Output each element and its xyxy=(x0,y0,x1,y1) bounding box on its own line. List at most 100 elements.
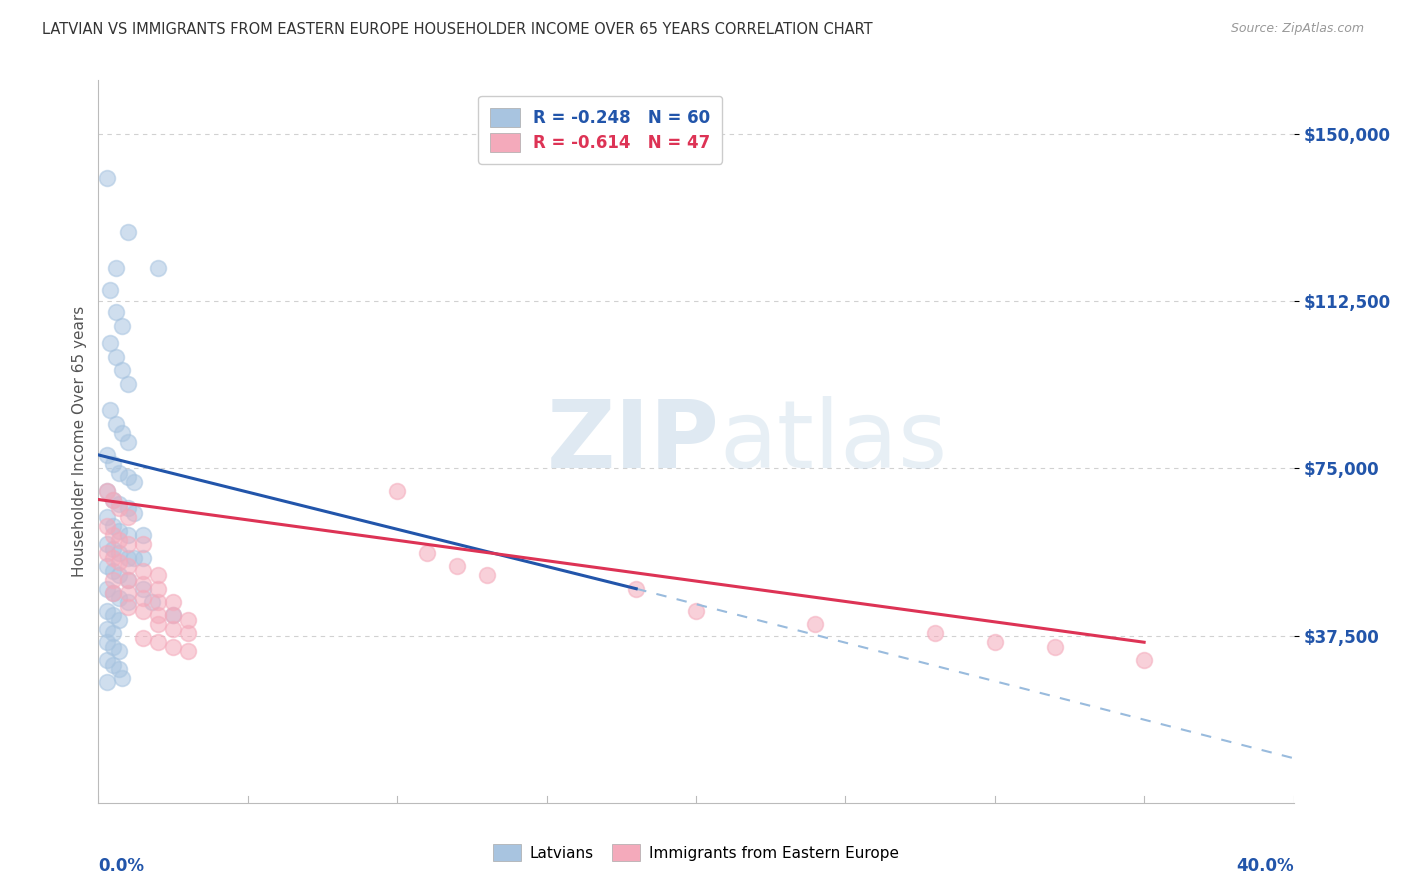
Point xyxy=(117,470,139,484)
Point xyxy=(96,171,118,186)
Point xyxy=(108,546,131,560)
Point xyxy=(117,599,139,614)
Point xyxy=(148,568,170,582)
Point xyxy=(103,608,125,623)
Point xyxy=(98,336,122,351)
Point xyxy=(446,559,468,574)
Point xyxy=(103,492,125,507)
Point xyxy=(96,519,118,533)
Point xyxy=(117,225,139,239)
Point xyxy=(132,582,155,596)
Point xyxy=(96,675,118,690)
Point xyxy=(108,591,131,605)
Point xyxy=(103,573,125,587)
Point xyxy=(98,283,122,297)
Text: ZIP: ZIP xyxy=(547,395,720,488)
Point xyxy=(162,622,184,636)
Point xyxy=(177,626,200,640)
Point xyxy=(148,260,170,275)
Point xyxy=(103,492,125,507)
Point xyxy=(108,555,131,569)
Point xyxy=(108,568,131,582)
Point xyxy=(117,586,139,600)
Text: 40.0%: 40.0% xyxy=(1236,857,1294,875)
Point xyxy=(117,573,139,587)
Point xyxy=(124,475,146,489)
Point xyxy=(111,425,134,440)
Point xyxy=(132,528,155,542)
Point xyxy=(96,546,118,560)
Point xyxy=(132,564,155,578)
Point xyxy=(626,582,648,596)
Point xyxy=(108,662,131,676)
Point xyxy=(105,305,128,319)
Point xyxy=(103,457,125,471)
Point xyxy=(117,550,139,565)
Point xyxy=(385,483,409,498)
Point xyxy=(132,631,155,645)
Point xyxy=(132,550,155,565)
Point xyxy=(141,595,163,609)
Point xyxy=(1133,653,1156,667)
Point xyxy=(117,559,139,574)
Point xyxy=(96,448,118,462)
Point xyxy=(124,506,146,520)
Point xyxy=(96,510,118,524)
Point xyxy=(162,608,184,623)
Point xyxy=(96,483,118,498)
Point xyxy=(103,586,125,600)
Point xyxy=(111,363,134,377)
Point xyxy=(103,586,125,600)
Point xyxy=(132,577,155,591)
Point xyxy=(103,640,125,654)
Point xyxy=(162,608,184,623)
Point xyxy=(105,350,128,364)
Point xyxy=(124,550,146,565)
Point xyxy=(148,582,170,596)
Point xyxy=(148,595,170,609)
Point xyxy=(108,497,131,511)
Point xyxy=(117,434,139,449)
Point xyxy=(162,595,184,609)
Point xyxy=(148,608,170,623)
Point xyxy=(96,537,118,551)
Point xyxy=(105,260,128,275)
Point xyxy=(96,483,118,498)
Point xyxy=(96,635,118,649)
Point xyxy=(162,640,184,654)
Y-axis label: Householder Income Over 65 years: Householder Income Over 65 years xyxy=(72,306,87,577)
Point xyxy=(108,644,131,658)
Legend: Latvians, Immigrants from Eastern Europe: Latvians, Immigrants from Eastern Europe xyxy=(486,838,905,867)
Point xyxy=(117,595,139,609)
Point xyxy=(108,466,131,480)
Point xyxy=(117,376,139,391)
Point xyxy=(96,653,118,667)
Point xyxy=(475,568,498,582)
Point xyxy=(117,528,139,542)
Text: LATVIAN VS IMMIGRANTS FROM EASTERN EUROPE HOUSEHOLDER INCOME OVER 65 YEARS CORRE: LATVIAN VS IMMIGRANTS FROM EASTERN EUROP… xyxy=(42,22,873,37)
Point xyxy=(132,537,155,551)
Point xyxy=(416,546,439,560)
Point xyxy=(103,528,125,542)
Point xyxy=(103,657,125,672)
Point xyxy=(132,604,155,618)
Point xyxy=(924,626,946,640)
Point xyxy=(117,537,139,551)
Point xyxy=(103,550,125,565)
Point xyxy=(1043,640,1066,654)
Point xyxy=(96,582,118,596)
Point xyxy=(685,604,707,618)
Point xyxy=(984,635,1007,649)
Text: 0.0%: 0.0% xyxy=(98,857,145,875)
Point xyxy=(103,626,125,640)
Point xyxy=(148,617,170,632)
Point xyxy=(111,671,134,685)
Point xyxy=(148,635,170,649)
Point xyxy=(96,622,118,636)
Point xyxy=(132,591,155,605)
Point xyxy=(98,403,122,417)
Point xyxy=(804,617,827,632)
Point xyxy=(111,318,134,333)
Point xyxy=(177,644,200,658)
Point xyxy=(117,501,139,516)
